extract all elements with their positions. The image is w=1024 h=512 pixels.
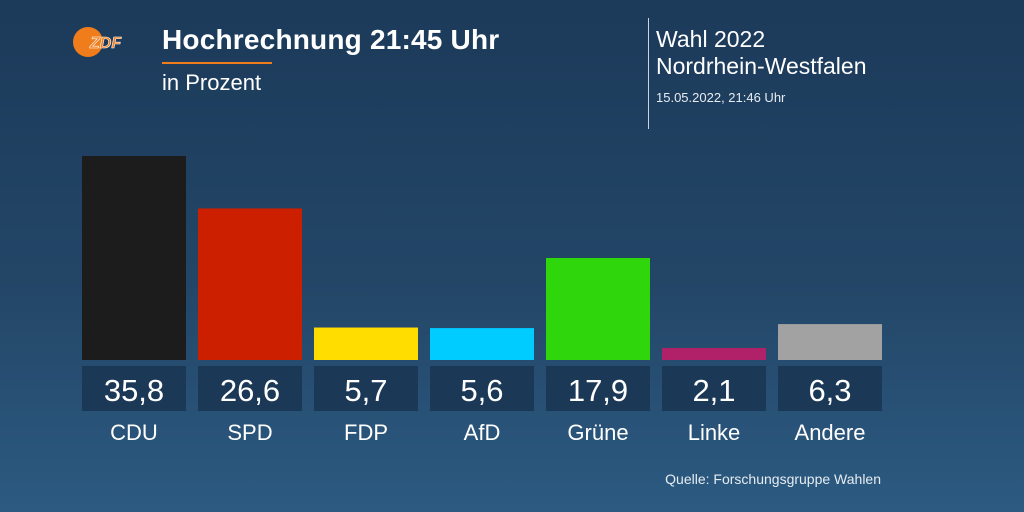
bar-linke <box>662 348 766 360</box>
category-label: Linke <box>688 420 741 445</box>
zdf-logo: ZDF <box>73 27 123 57</box>
data-label: 2,1 <box>692 373 735 408</box>
value-box <box>662 366 766 411</box>
bar-afd <box>430 328 534 360</box>
value-box <box>778 366 882 411</box>
header-divider <box>648 18 649 129</box>
data-label: 26,6 <box>220 373 280 408</box>
data-label: 35,8 <box>104 373 164 408</box>
source-note: Quelle: Forschungsgruppe Wahlen <box>665 471 881 487</box>
bar-grüne <box>546 258 650 360</box>
category-label: SPD <box>227 420 272 445</box>
category-label: Grüne <box>567 420 628 445</box>
bar-cdu <box>82 156 186 360</box>
title-underline <box>162 62 272 64</box>
bar-fdp <box>314 327 418 360</box>
election-year: Wahl 2022 <box>656 26 766 52</box>
value-box <box>198 366 302 411</box>
value-box <box>314 366 418 411</box>
category-label: AfD <box>464 420 501 445</box>
value-box <box>546 366 650 411</box>
election-info: Wahl 2022 Nordrhein-Westfalen <box>656 26 867 80</box>
category-label: CDU <box>110 420 158 445</box>
timestamp: 15.05.2022, 21:46 Uhr <box>656 90 786 105</box>
data-label: 6,3 <box>808 373 851 408</box>
zdf-logo-text: ZDF <box>89 35 122 52</box>
chart-title: Hochrechnung 21:45 Uhr <box>162 24 500 55</box>
data-label: 5,6 <box>460 373 503 408</box>
data-label: 17,9 <box>568 373 628 408</box>
value-box <box>430 366 534 411</box>
value-box <box>82 366 186 411</box>
category-label: FDP <box>344 420 388 445</box>
chart-subtitle: in Prozent <box>162 70 262 95</box>
data-label: 5,7 <box>344 373 387 408</box>
bar-andere <box>778 324 882 360</box>
bar-spd <box>198 208 302 360</box>
category-label: Andere <box>795 420 866 445</box>
election-region: Nordrhein-Westfalen <box>656 53 867 79</box>
